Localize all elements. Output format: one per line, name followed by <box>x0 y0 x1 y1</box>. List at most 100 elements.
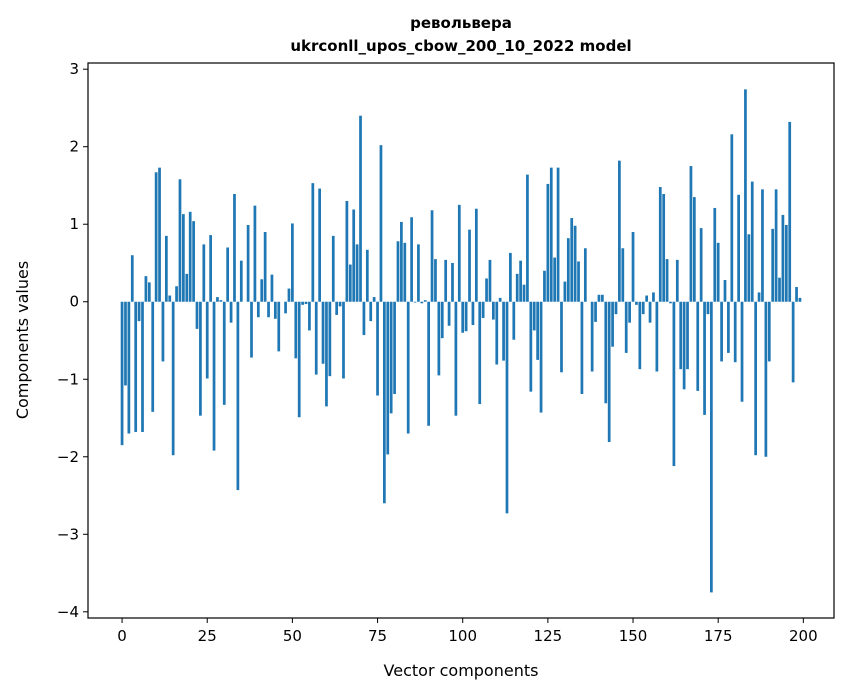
bar <box>727 301 730 353</box>
x-tick-label: 100 <box>448 627 477 645</box>
bar <box>692 197 696 302</box>
bar <box>301 301 304 305</box>
bar <box>621 248 625 302</box>
bar <box>526 174 529 302</box>
bar <box>672 301 676 467</box>
bar <box>577 261 580 302</box>
bar <box>754 301 758 456</box>
bar <box>454 301 458 416</box>
bar <box>400 221 403 302</box>
bar <box>611 301 614 347</box>
bar <box>127 301 131 434</box>
bar <box>154 172 158 302</box>
bar <box>212 301 216 451</box>
bar <box>488 259 492 302</box>
bar <box>430 210 434 302</box>
bar <box>199 301 202 416</box>
bar <box>434 259 437 302</box>
bar <box>161 301 165 362</box>
bar <box>662 194 666 302</box>
bar <box>273 301 277 319</box>
bar <box>406 301 410 434</box>
bar <box>645 295 649 302</box>
bar <box>222 301 226 405</box>
bar <box>635 301 638 305</box>
bar <box>471 301 475 325</box>
bar <box>710 301 713 593</box>
bars-group <box>120 89 802 593</box>
bar <box>331 235 335 302</box>
bar <box>168 295 172 302</box>
bar <box>761 189 764 302</box>
bar <box>597 294 601 302</box>
bar <box>573 225 577 302</box>
bar <box>461 301 465 333</box>
bar <box>481 301 485 319</box>
bar <box>226 247 230 302</box>
bar <box>134 301 138 432</box>
bar <box>277 301 281 352</box>
y-tick-label: −2 <box>57 448 79 466</box>
bar <box>342 301 345 379</box>
bar <box>192 221 195 302</box>
bar <box>318 188 321 302</box>
bar <box>607 301 611 443</box>
y-axis-label: Components values <box>13 261 32 419</box>
y-tick-label: 2 <box>69 138 79 156</box>
bar <box>151 301 155 412</box>
bar <box>604 301 608 404</box>
bar <box>495 301 499 365</box>
bar <box>284 301 287 314</box>
bar <box>686 301 689 370</box>
bar <box>682 301 686 390</box>
bar <box>233 194 236 302</box>
bar <box>468 229 471 302</box>
chart-subtitle: ukrconll_upos_cbow_200_10_2022 model <box>290 37 631 55</box>
bar <box>478 301 482 405</box>
bar <box>297 301 301 418</box>
bar <box>124 301 127 386</box>
bar <box>638 301 642 370</box>
bar <box>474 208 478 302</box>
bar <box>580 301 584 394</box>
bar <box>270 274 274 302</box>
bar <box>185 273 189 302</box>
bar <box>699 228 703 302</box>
bar <box>440 301 444 339</box>
bar <box>410 217 413 302</box>
bar <box>498 297 502 302</box>
bar <box>178 179 182 302</box>
bar <box>750 181 754 302</box>
bar <box>362 301 366 336</box>
bar <box>706 301 710 315</box>
bar <box>171 301 175 456</box>
bar <box>798 297 802 302</box>
bar <box>512 301 516 340</box>
bar <box>774 189 778 302</box>
bar <box>791 301 795 383</box>
chart-title: револьвера <box>410 14 512 32</box>
bar <box>437 301 441 376</box>
bar <box>560 301 563 373</box>
bar <box>348 264 352 302</box>
bar <box>502 301 505 361</box>
bar <box>509 252 512 302</box>
x-tick-label: 25 <box>198 627 217 645</box>
bar <box>536 301 540 360</box>
bar <box>386 301 390 455</box>
bar <box>229 301 233 323</box>
bar <box>618 160 621 302</box>
bar <box>669 301 672 304</box>
y-axis-ticks: −4 −3 −2 −1 0 1 2 3 <box>57 60 88 621</box>
x-tick-label: 125 <box>534 627 563 645</box>
x-tick-label: 175 <box>704 627 733 645</box>
y-tick-label: −1 <box>57 370 79 388</box>
bar <box>740 301 744 402</box>
bar <box>795 287 798 302</box>
bar <box>345 200 349 302</box>
bar <box>566 238 570 302</box>
bar <box>359 115 362 302</box>
bar <box>505 301 509 514</box>
bar <box>675 259 679 302</box>
